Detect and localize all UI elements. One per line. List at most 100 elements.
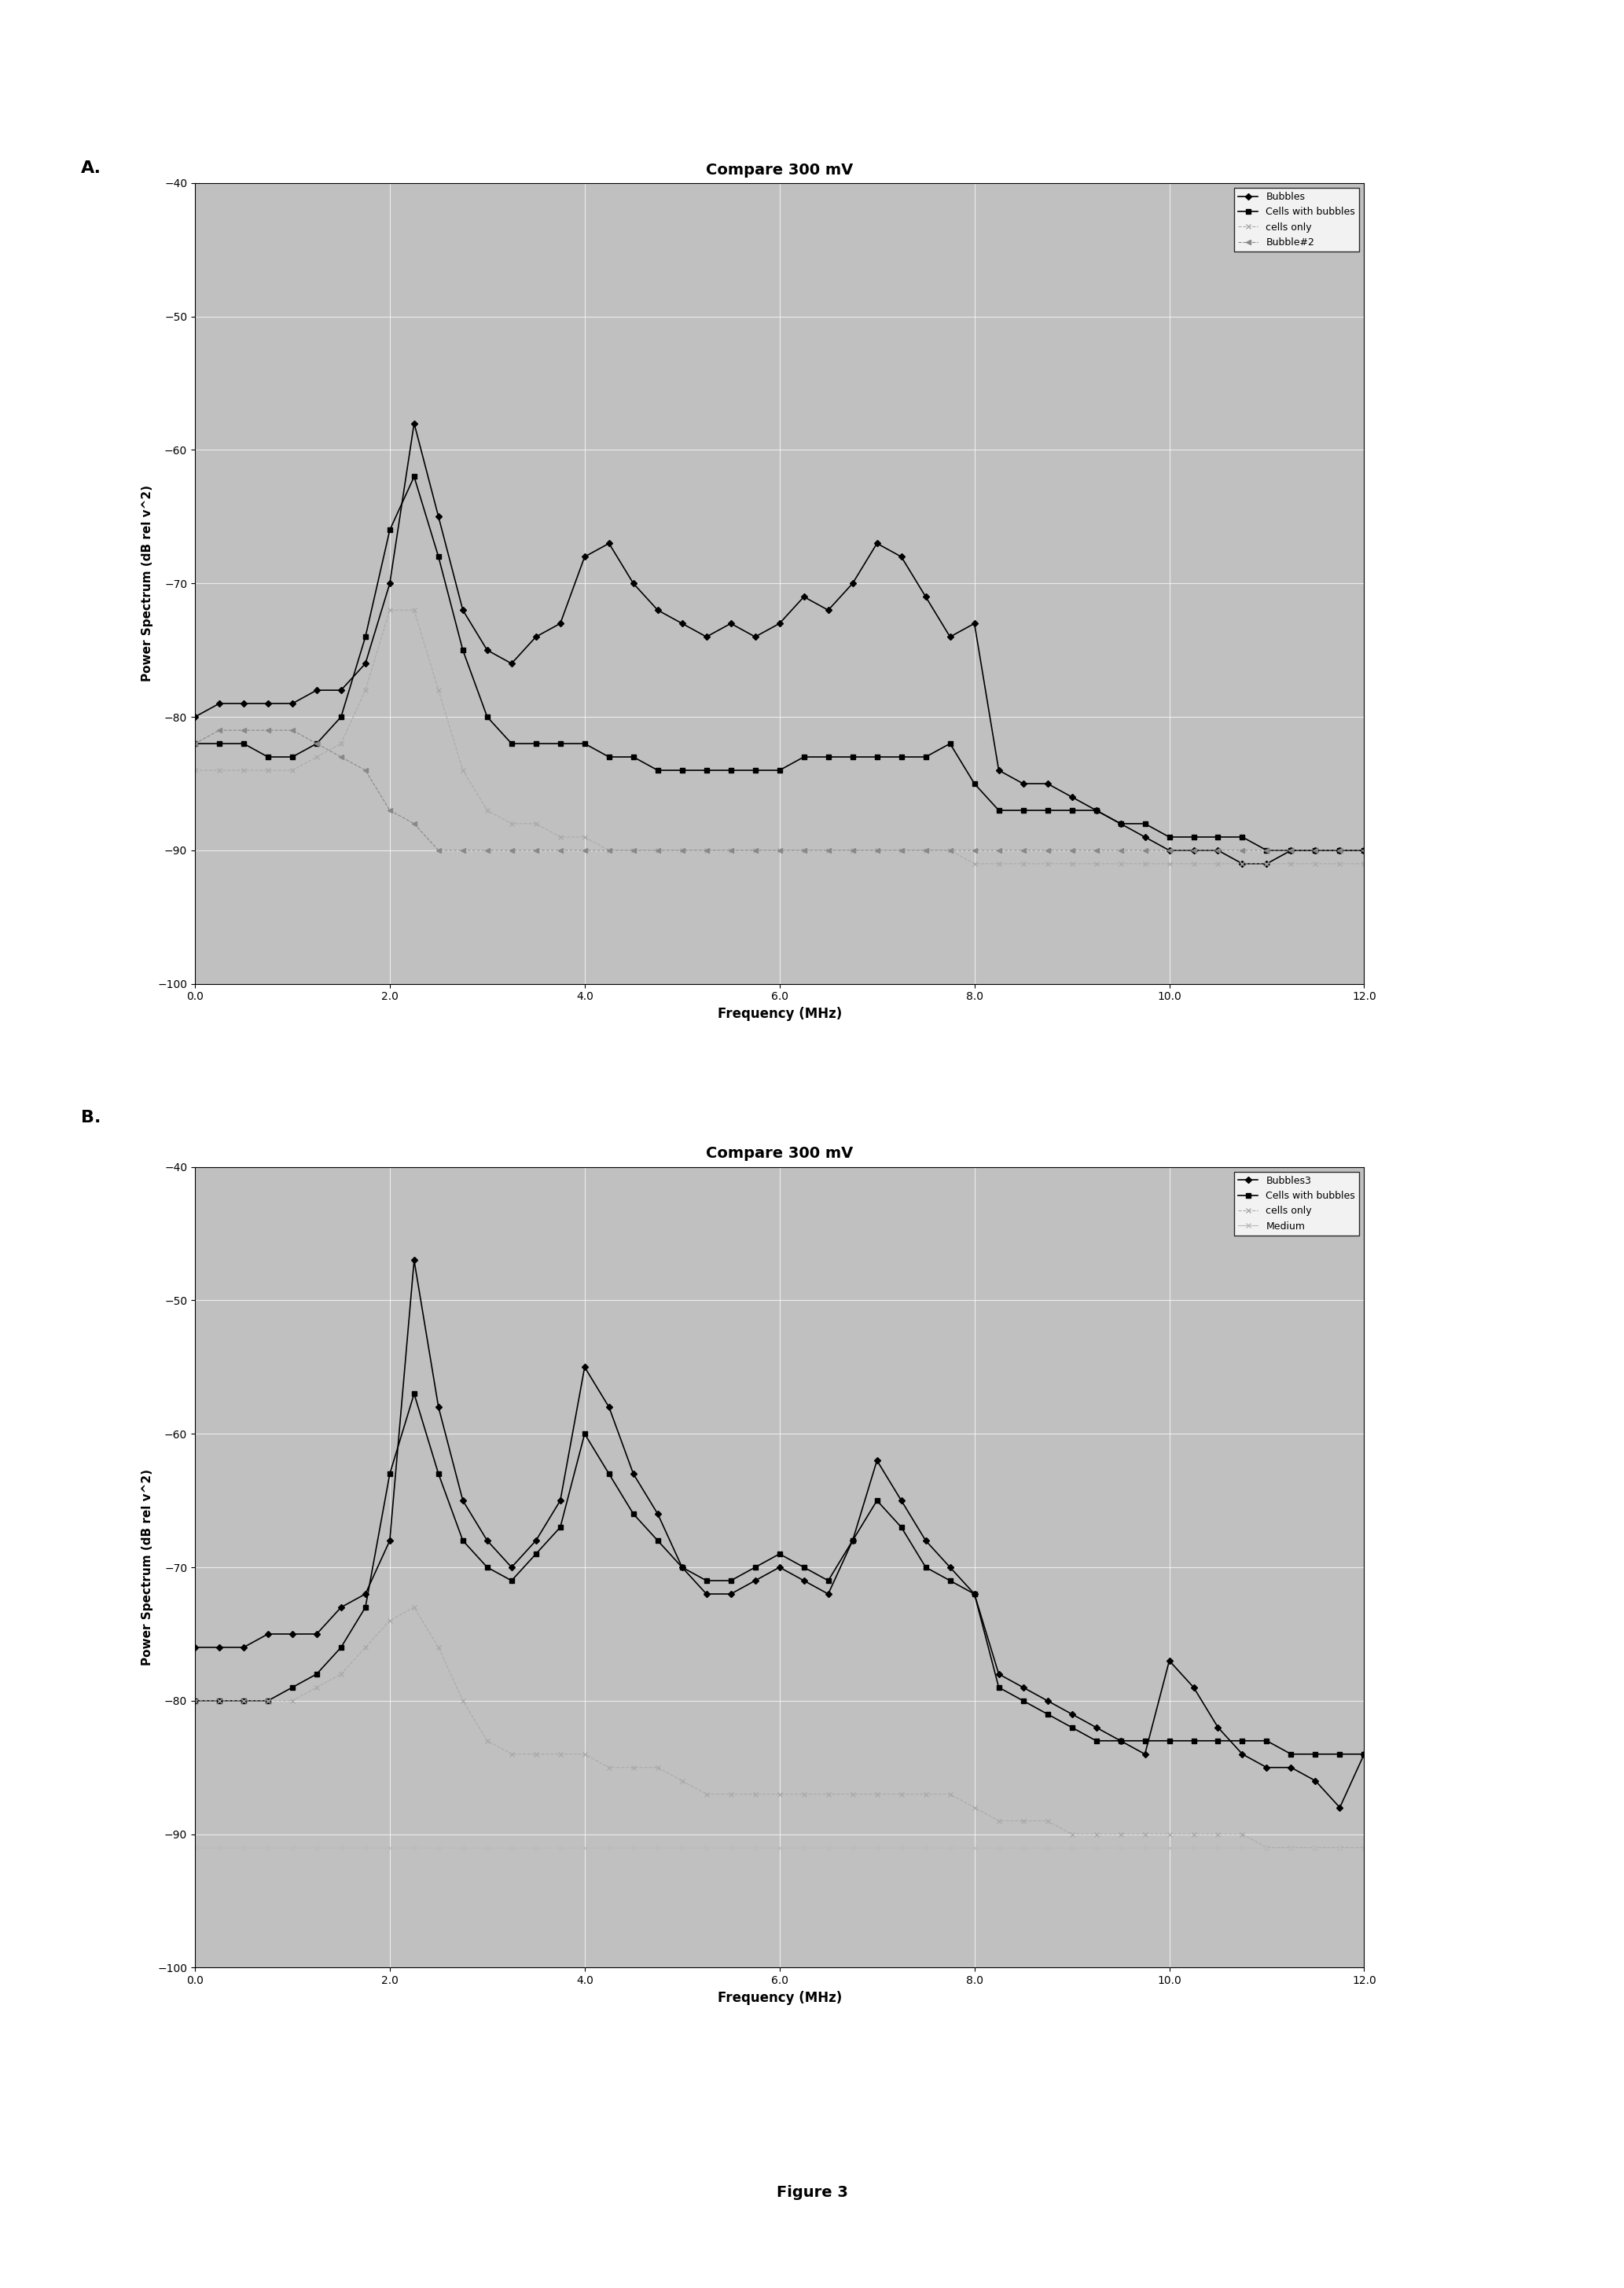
- Bubble#2: [1330, 837, 1350, 865]
- Cells with bubbles: [185, 730, 205, 757]
- Medium: [356, 1835, 375, 1862]
- cells only: [1135, 851, 1155, 879]
- Cells with bubbles: [1111, 1727, 1130, 1755]
- Cells with bubbles: [794, 1554, 814, 1581]
- Bubbles: [989, 757, 1009, 785]
- cells only: [1354, 1835, 1374, 1862]
- Bubbles3: [380, 1526, 400, 1554]
- Bubbles: [1257, 851, 1276, 879]
- Bubbles3: [502, 1554, 521, 1581]
- Bubbles: [526, 622, 546, 650]
- Cells with bubbles: [916, 744, 935, 771]
- Bubbles3: [356, 1581, 375, 1608]
- Cells with bubbles: [1208, 1727, 1228, 1755]
- Bubble#2: [477, 837, 497, 865]
- Bubble#2: [185, 730, 205, 757]
- Cells with bubbles: [1354, 1741, 1374, 1769]
- Bubbles3: [648, 1501, 667, 1528]
- cells only: [843, 837, 862, 865]
- Cells with bubbles: [356, 622, 375, 650]
- Cells with bubbles: [916, 1554, 935, 1581]
- Bubble#2: [892, 837, 911, 865]
- cells only: [1208, 851, 1228, 879]
- cells only: [209, 757, 229, 785]
- cells only: [380, 597, 400, 625]
- Bubbles: [892, 542, 911, 570]
- Title: Compare 300 mV: Compare 300 mV: [706, 162, 853, 178]
- Medium: [818, 1835, 838, 1862]
- Bubbles3: [818, 1581, 838, 1608]
- Bubbles: [1135, 824, 1155, 851]
- Cells with bubbles: [867, 744, 887, 771]
- Bubbles: [209, 691, 229, 718]
- cells only: [477, 796, 497, 824]
- Bubbles: [307, 677, 326, 705]
- Bubbles3: [721, 1581, 741, 1608]
- Bubbles3: [697, 1581, 716, 1608]
- Y-axis label: Power Spectrum (dB rel v^2): Power Spectrum (dB rel v^2): [141, 1469, 153, 1666]
- Bubbles3: [404, 1247, 424, 1274]
- Cells with bubbles: [1160, 1727, 1179, 1755]
- Cells with bubbles: [1160, 824, 1179, 851]
- cells only: [356, 1634, 375, 1661]
- Cells with bubbles: [502, 730, 521, 757]
- Bubbles3: [477, 1526, 497, 1554]
- cells only: [185, 757, 205, 785]
- Cells with bubbles: [1233, 824, 1252, 851]
- Bubbles3: [1111, 1727, 1130, 1755]
- Bubbles: [453, 597, 473, 625]
- cells only: [526, 1741, 546, 1769]
- Medium: [1111, 1835, 1130, 1862]
- Cells with bubbles: [453, 636, 473, 664]
- cells only: [1111, 851, 1130, 879]
- Cells with bubbles: [770, 1540, 789, 1567]
- X-axis label: Frequency (MHz): Frequency (MHz): [718, 1991, 841, 2004]
- Line: Medium: Medium: [193, 1846, 1366, 1849]
- Bubble#2: [721, 837, 741, 865]
- cells only: [1086, 1821, 1106, 1849]
- Cells with bubbles: [648, 757, 667, 785]
- Cells with bubbles: [1330, 837, 1350, 865]
- Bubbles3: [526, 1526, 546, 1554]
- Cells with bubbles: [624, 744, 643, 771]
- Cells with bubbles: [1038, 1700, 1057, 1727]
- cells only: [1281, 851, 1301, 879]
- Medium: [234, 1835, 253, 1862]
- Bubbles: [380, 570, 400, 597]
- Bubbles: [258, 691, 278, 718]
- Bubbles: [818, 597, 838, 625]
- Medium: [283, 1835, 302, 1862]
- Cells with bubbles: [575, 730, 594, 757]
- Bubbles: [916, 583, 935, 611]
- Bubble#2: [331, 744, 351, 771]
- Medium: [599, 1835, 619, 1862]
- Medium: [307, 1835, 326, 1862]
- Medium: [404, 1835, 424, 1862]
- Bubbles3: [867, 1446, 887, 1473]
- Bubbles: [843, 570, 862, 597]
- Bubbles3: [1184, 1675, 1203, 1702]
- Cells with bubbles: [1208, 824, 1228, 851]
- cells only: [331, 1661, 351, 1689]
- Bubble#2: [1208, 837, 1228, 865]
- Cells with bubbles: [209, 730, 229, 757]
- cells only: [965, 851, 984, 879]
- Bubbles: [1160, 837, 1179, 865]
- Bubbles: [1208, 837, 1228, 865]
- Medium: [258, 1835, 278, 1862]
- Cells with bubbles: [1013, 796, 1033, 824]
- Cells with bubbles: [331, 1634, 351, 1661]
- cells only: [745, 1780, 765, 1808]
- cells only: [867, 1780, 887, 1808]
- cells only: [1208, 1821, 1228, 1849]
- Bubble#2: [1354, 837, 1374, 865]
- cells only: [1257, 851, 1276, 879]
- cells only: [1233, 851, 1252, 879]
- Bubbles3: [940, 1554, 960, 1581]
- cells only: [648, 837, 667, 865]
- Bubbles3: [843, 1526, 862, 1554]
- cells only: [940, 1780, 960, 1808]
- cells only: [404, 1592, 424, 1620]
- Bubble#2: [551, 837, 570, 865]
- cells only: [185, 1686, 205, 1714]
